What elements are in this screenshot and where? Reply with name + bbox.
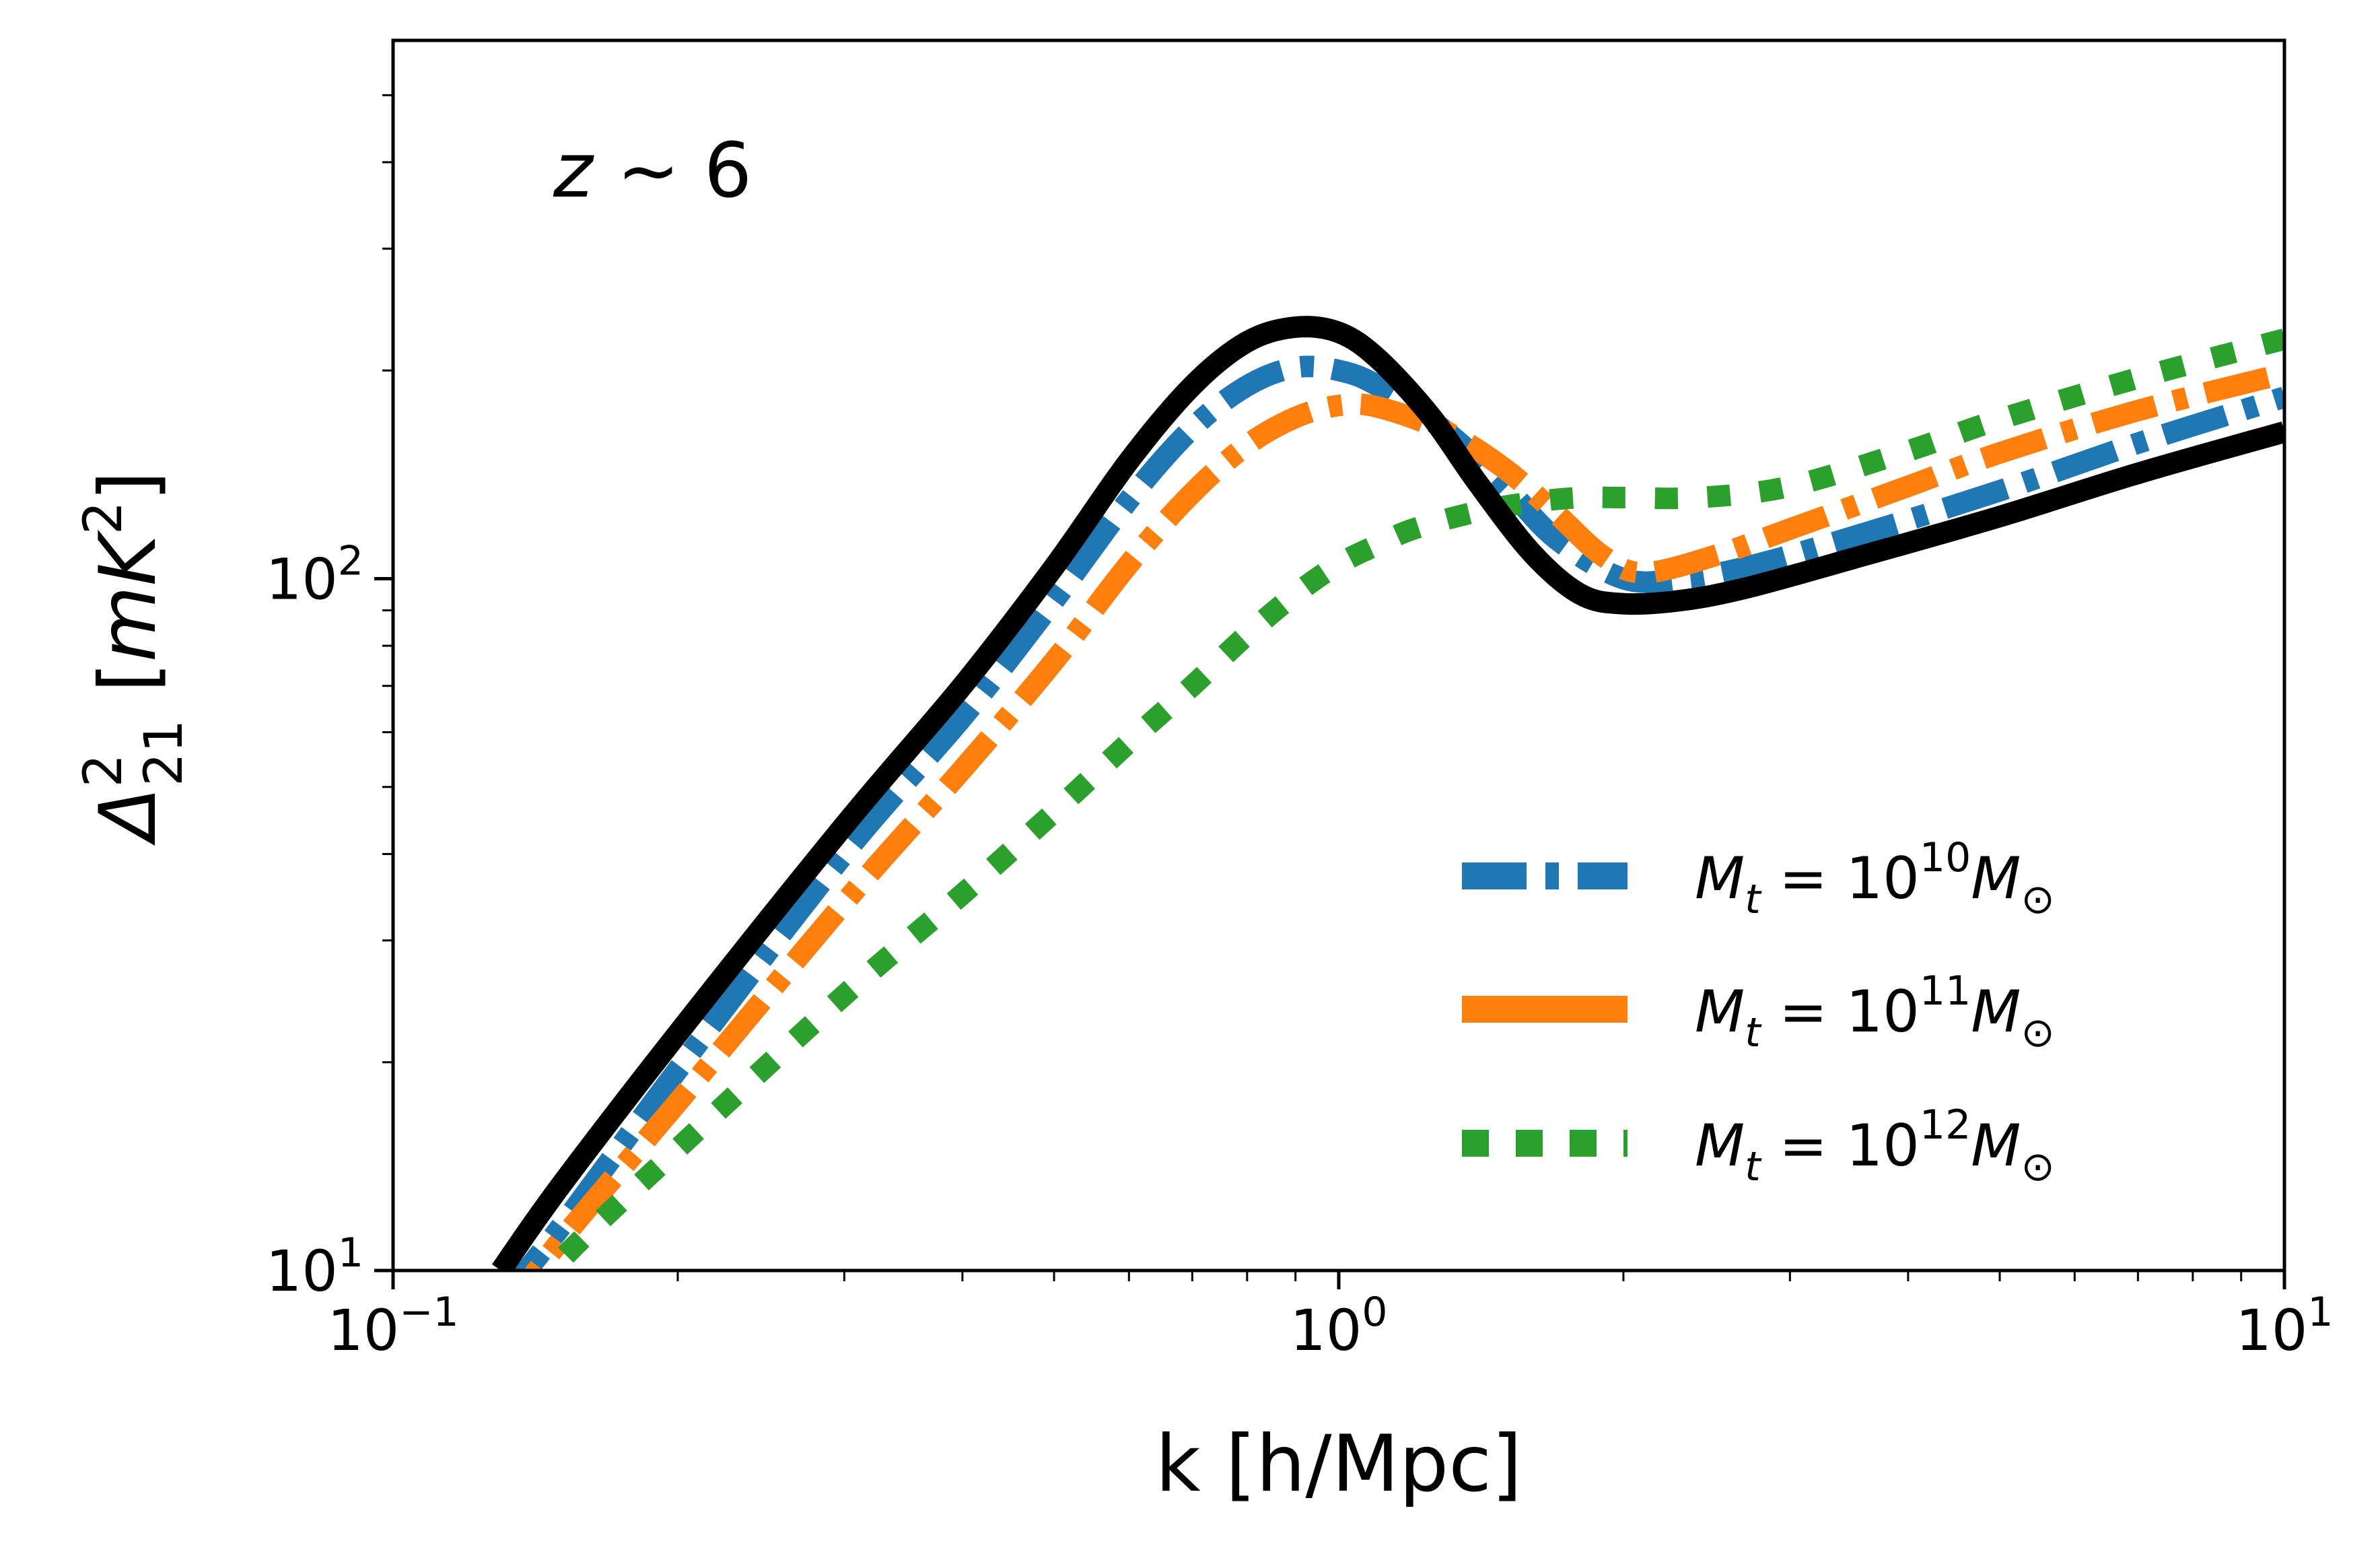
legend-entry: Mt = 1012M⊙ — [1462, 1102, 2055, 1190]
series-line-2 — [523, 363, 2284, 1271]
legend-entry: Mt = 1010M⊙ — [1462, 834, 2055, 923]
x-tick-label: 100 — [1290, 1289, 1387, 1363]
series-layer — [492, 316, 2284, 1271]
series-line-4 — [492, 316, 2284, 1271]
y-tick-label: 101 — [266, 1229, 363, 1304]
legend-label: Mt = 1012M⊙ — [1695, 1102, 2055, 1190]
y-axis-label: Δ221[mK2] — [73, 471, 195, 846]
series-line-3 — [537, 329, 2284, 1271]
series-line-1 — [512, 355, 2284, 1271]
legend-label: Mt = 1011M⊙ — [1695, 968, 2055, 1056]
annotation-redshift: z ~ 6 — [553, 127, 752, 215]
legend: Mt = 1010M⊙ Mt = 1011M⊙ Mt = 1012M⊙ — [1462, 834, 2055, 1190]
x-axis-label: k [h/Mpc] — [1156, 1419, 1523, 1510]
legend-label: Mt = 1010M⊙ — [1695, 834, 2055, 923]
x-tick-label: 101 — [2235, 1289, 2333, 1363]
y-tick-label: 102 — [266, 538, 363, 613]
legend-entry: Mt = 1011M⊙ — [1462, 968, 2055, 1056]
ticks-layer: 10−1 100 101 101 102 — [266, 94, 2334, 1363]
x-tick-label: 10−1 — [327, 1289, 458, 1363]
